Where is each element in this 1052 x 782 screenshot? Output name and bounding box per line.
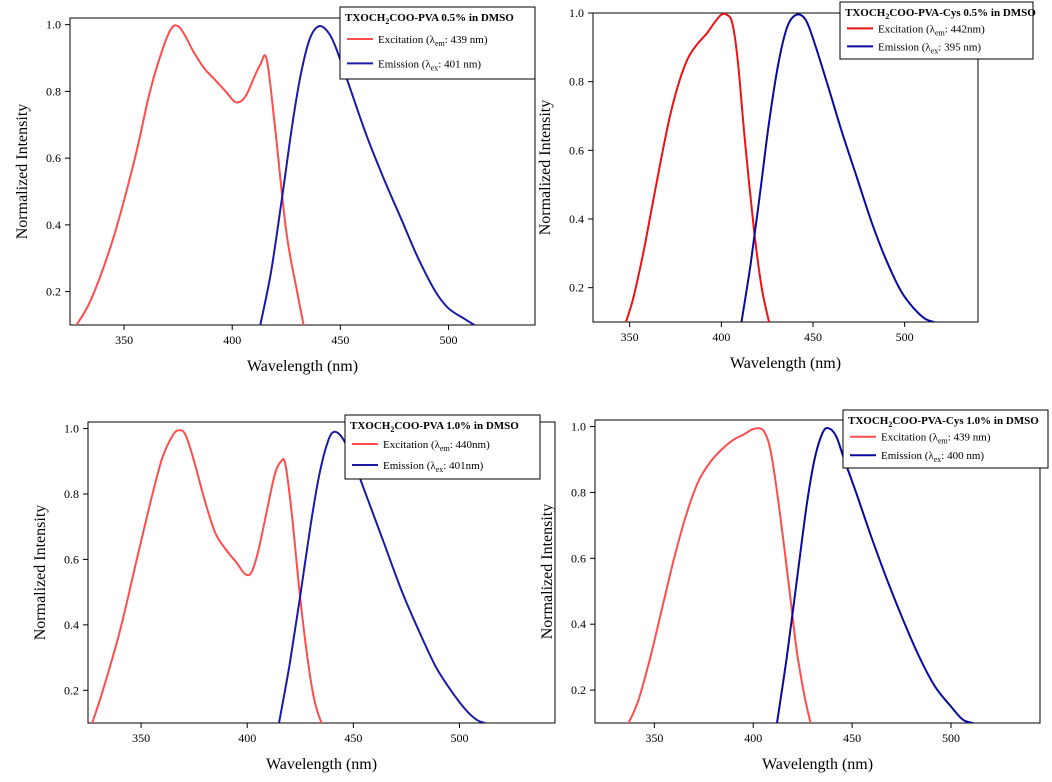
legend-box [842,409,1049,469]
y-tick-label: 0.8 [46,84,61,98]
y-axis-title: Normalized Intensity [14,104,31,240]
series-line-excitation [627,427,812,723]
legend-title: TXOCH2COO-PVA 0.5% in DMSO [345,12,514,26]
y-tick-label: 0.2 [64,683,79,697]
y-axis-title: Normalized Intensity [32,505,49,641]
x-tick-label: 450 [331,333,349,347]
legend-entry-excitation: Excitation (λem: 439 nm) [881,432,991,446]
legend-title: TXOCH2COO-PVA-Cys 0.5% in DMSO [845,7,1036,21]
x-tick-label: 350 [645,731,663,745]
x-tick-label: 500 [450,731,468,745]
x-tick-label: 500 [942,731,960,745]
x-tick-label: 400 [744,731,762,745]
series-line-emission [776,427,974,723]
series-line-emission [740,13,935,322]
axes-frame [592,12,979,323]
y-tick-label: 1.0 [571,420,586,434]
legend-entry-excitation: Excitation (λem: 439 nm) [378,34,488,48]
y-axis-title: Normalized Intensity [537,100,554,236]
legend-title: TXOCH2COO-PVA-Cys 1.0% in DMSO [848,415,1039,429]
y-tick-label: 0.6 [46,151,61,165]
axes-frame [594,419,1041,724]
panel-pva-cys-1-0: 350 400 450 500 0.2 0.4 0.6 0.8 1.0 Wavelength (n… [539,409,1049,773]
x-tick-label: 450 [804,330,822,344]
x-tick-label: 350 [132,731,150,745]
legend-entry-emission: Emission (λex: 400 nm) [881,450,984,464]
y-tick-label: 0.6 [571,551,586,565]
y-tick-label: 0.2 [46,285,61,299]
x-tick-label: 350 [115,333,133,347]
panel-pva-1-0: 350 400 450 500 0.2 0.4 0.6 0.8 1.0 Wavelength (n… [32,414,556,773]
y-tick-label: 0.8 [64,487,79,501]
y-tick-label: 0.8 [571,485,586,499]
legend-entry-emission: Emission (λex: 401nm) [383,460,484,474]
y-tick-label: 0.8 [569,75,584,89]
x-tick-label: 450 [843,731,861,745]
y-tick-label: 1.0 [569,6,584,20]
series-line-excitation [75,24,305,325]
x-axis-title: Wavelength (nm) [266,756,377,773]
legend-entry-emission: Emission (λex: 395 nm) [878,41,981,55]
x-tick-label: 400 [223,333,241,347]
panel-pva-cys-0-5: 350 400 450 500 0.2 0.4 0.6 0.8 1.0 Wavelength (n… [537,1,1036,372]
y-tick-label: 0.2 [569,281,584,295]
y-tick-label: 0.6 [64,552,79,566]
series-line-excitation [91,429,323,723]
y-tick-label: 0.6 [569,143,584,157]
x-tick-label: 500 [439,333,457,347]
x-tick-label: 450 [344,731,362,745]
x-tick-label: 350 [621,330,639,344]
y-tick-label: 0.4 [64,618,79,632]
x-axis-title: Wavelength (nm) [730,355,841,372]
y-tick-label: 0.4 [569,212,584,226]
x-tick-label: 400 [238,731,256,745]
legend-title: TXOCH2COO-PVA 1.0% in DMSO [350,420,519,434]
x-axis-title: Wavelength (nm) [762,756,873,773]
legend-box [339,6,536,80]
series-line-excitation [625,13,770,322]
axes-frame [69,17,536,326]
legend-entry-excitation: Excitation (λem: 440nm) [383,439,490,453]
y-tick-label: 1.0 [46,18,61,32]
legend-entry-emission: Emission (λex: 401 nm) [378,58,481,72]
legend-box [344,414,541,480]
legend-entry-excitation: Excitation (λem: 442nm) [878,23,985,37]
y-tick-label: 0.4 [571,617,586,631]
legend-box [839,1,1034,60]
panel-pva-0-5: 350 400 450 500 0.2 0.4 0.6 0.8 1.0 Wavelength (n… [14,6,536,375]
y-tick-label: 1.0 [64,422,79,436]
x-tick-label: 500 [896,330,914,344]
y-tick-label: 0.2 [571,683,586,697]
x-axis-title: Wavelength (nm) [247,358,358,375]
y-axis-title: Normalized Intensity [539,504,556,640]
x-tick-label: 400 [712,330,730,344]
y-tick-label: 0.4 [46,218,61,232]
